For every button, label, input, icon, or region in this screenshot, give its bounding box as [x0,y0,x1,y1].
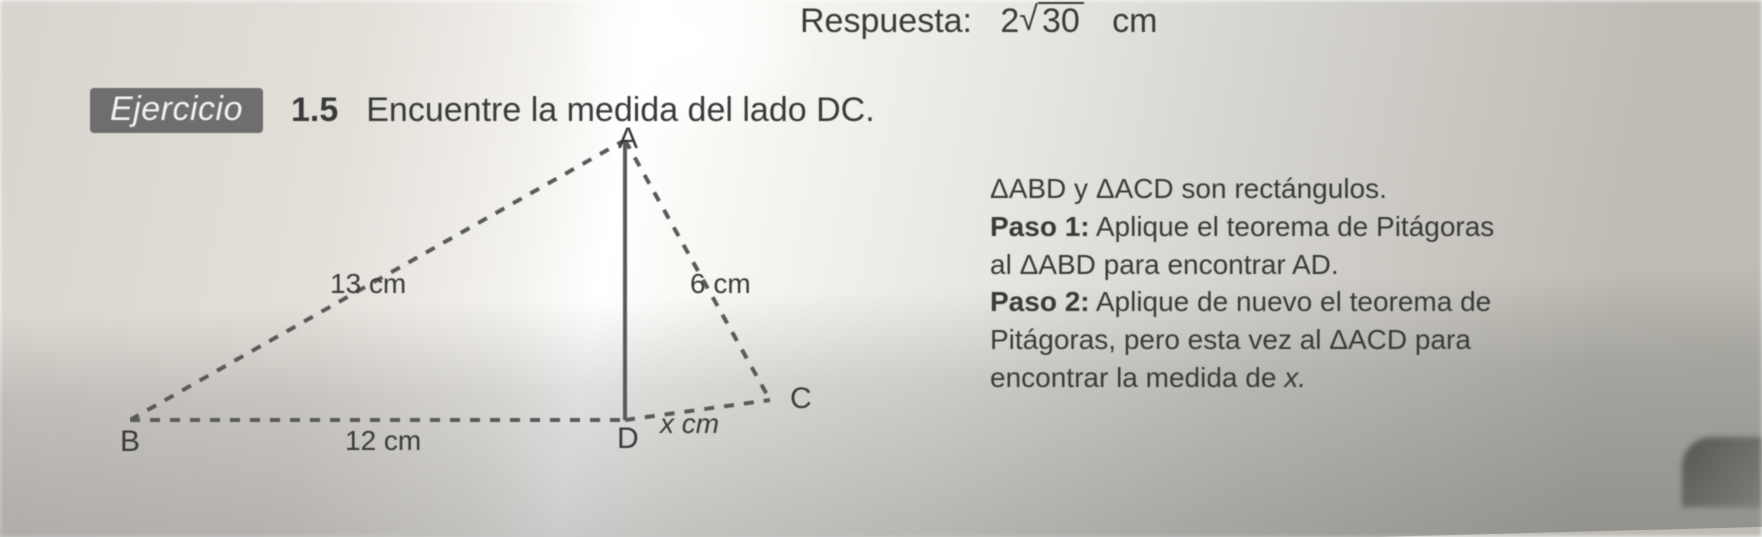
edge-label-BA: 13 cm [330,268,406,300]
respuesta-value: 2 √ 30 [1000,2,1083,41]
steps-line1: ΔABD y ΔACD son rectángulos. [990,170,1710,208]
steps-block: ΔABD y ΔACD son rectángulos. Paso 1: Apl… [990,170,1710,397]
point-label-B: B [120,425,140,459]
prev-answer: Respuesta: 2 √ 30 cm [800,2,1157,41]
point-label-D: D [617,422,639,456]
point-label-A: A [618,122,638,156]
diagram-svg [130,140,850,480]
steps-line5: Pitágoras, pero esta vez al ΔACD para [990,321,1710,359]
sqrt-icon: √ [1019,2,1038,36]
page-corner-shadow [1682,437,1762,507]
exercise-header: Ejercicio 1.5 Encuentre la medida del la… [90,88,875,133]
respuesta-label: Respuesta: [800,2,972,40]
edge-label-AC: 6 cm [690,268,751,300]
point-label-C: C [790,382,812,416]
triangle-diagram: A B C D 13 cm 6 cm 12 cm x cm [130,140,850,480]
steps-line6: encontrar la medida de x. [990,359,1710,397]
edge-label-BD: 12 cm [345,425,421,457]
steps-line4: Paso 2: Aplique de nuevo el teorema de [990,283,1710,321]
steps-line3: al ΔABD para encontrar AD. [990,246,1710,284]
edge-label-DC: x cm [660,408,719,440]
exercise-number: 1.5 [291,91,338,130]
ejercicio-badge: Ejercicio [90,88,263,133]
steps-line2: Paso 1: Aplique el teorema de Pitágoras [990,208,1710,246]
